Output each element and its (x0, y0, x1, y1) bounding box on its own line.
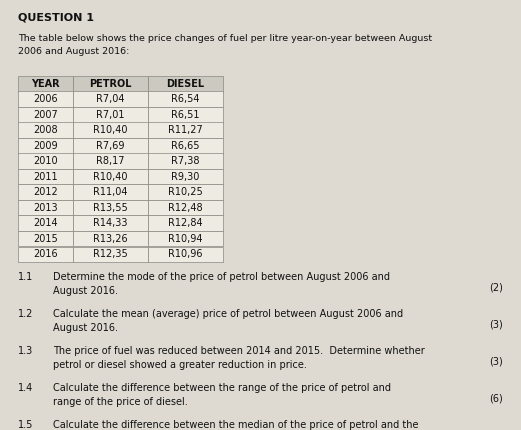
Text: 2008: 2008 (33, 125, 58, 135)
Bar (18, 169, 73, 184)
Text: (6): (6) (489, 393, 503, 403)
Text: 1.1: 1.1 (18, 272, 33, 282)
Text: R10,94: R10,94 (168, 234, 203, 244)
Text: QUESTION 1: QUESTION 1 (18, 13, 94, 23)
Text: R6,51: R6,51 (171, 110, 200, 120)
Text: R9,30: R9,30 (171, 172, 200, 182)
Bar (18, 184, 73, 200)
Text: R12,35: R12,35 (93, 249, 128, 259)
Bar (73, 200, 148, 215)
Bar (18, 231, 73, 246)
Bar (18, 76, 73, 92)
Bar (18, 123, 73, 138)
Text: R13,55: R13,55 (93, 203, 128, 213)
Text: 2010: 2010 (33, 156, 58, 166)
Text: 2013: 2013 (33, 203, 58, 213)
Bar (73, 123, 148, 138)
Text: 2015: 2015 (33, 234, 58, 244)
Text: The price of fuel was reduced between 2014 and 2015.  Determine whether
petrol o: The price of fuel was reduced between 20… (53, 346, 425, 370)
Text: 2014: 2014 (33, 218, 58, 228)
Bar (73, 246, 148, 262)
Text: The table below shows the price changes of fuel per litre year-on-year between A: The table below shows the price changes … (18, 34, 432, 55)
Bar (73, 231, 148, 246)
Text: R10,96: R10,96 (168, 249, 203, 259)
Bar (73, 169, 148, 184)
Text: R10,40: R10,40 (93, 125, 128, 135)
Text: R6,54: R6,54 (171, 94, 200, 104)
Text: Calculate the mean (average) price of petrol between August 2006 and
August 2016: Calculate the mean (average) price of pe… (53, 309, 403, 332)
Text: R6,65: R6,65 (171, 141, 200, 151)
Text: R7,69: R7,69 (96, 141, 125, 151)
Text: R11,04: R11,04 (93, 187, 128, 197)
Bar (73, 107, 148, 123)
Text: 2012: 2012 (33, 187, 58, 197)
Text: R13,26: R13,26 (93, 234, 128, 244)
Text: 2016: 2016 (33, 249, 58, 259)
Bar (18, 92, 73, 107)
Text: PETROL: PETROL (89, 79, 132, 89)
Bar (148, 184, 223, 200)
Text: 1.5: 1.5 (18, 420, 33, 430)
Bar (18, 200, 73, 215)
Text: R10,40: R10,40 (93, 172, 128, 182)
Text: Calculate the difference between the median of the price of petrol and the
media: Calculate the difference between the med… (53, 420, 418, 430)
Text: 2006: 2006 (33, 94, 58, 104)
Text: R12,48: R12,48 (168, 203, 203, 213)
Text: 1.3: 1.3 (18, 346, 33, 356)
Text: 2009: 2009 (33, 141, 58, 151)
Bar (148, 107, 223, 123)
Bar (73, 184, 148, 200)
Bar (18, 246, 73, 262)
Text: 1.2: 1.2 (18, 309, 33, 319)
Bar (148, 231, 223, 246)
Text: R10,25: R10,25 (168, 187, 203, 197)
Text: YEAR: YEAR (31, 79, 60, 89)
Text: R7,38: R7,38 (171, 156, 200, 166)
Text: Determine the mode of the price of petrol between August 2006 and
August 2016.: Determine the mode of the price of petro… (53, 272, 390, 295)
Bar (73, 154, 148, 169)
Bar (18, 154, 73, 169)
Bar (148, 246, 223, 262)
Bar (148, 215, 223, 231)
Bar (148, 200, 223, 215)
Text: R8,17: R8,17 (96, 156, 125, 166)
Bar (18, 107, 73, 123)
Text: R7,01: R7,01 (96, 110, 125, 120)
Text: 2011: 2011 (33, 172, 58, 182)
Text: (2): (2) (489, 283, 503, 292)
Bar (148, 76, 223, 92)
Bar (73, 92, 148, 107)
Text: Calculate the difference between the range of the price of petrol and
range of t: Calculate the difference between the ran… (53, 383, 391, 407)
Text: 2007: 2007 (33, 110, 58, 120)
Bar (148, 123, 223, 138)
Text: R7,04: R7,04 (96, 94, 125, 104)
Text: DIESEL: DIESEL (166, 79, 205, 89)
Text: (3): (3) (489, 356, 503, 366)
Text: R14,33: R14,33 (93, 218, 128, 228)
Bar (148, 138, 223, 154)
Bar (73, 76, 148, 92)
Bar (148, 169, 223, 184)
Bar (18, 215, 73, 231)
Bar (18, 138, 73, 154)
Text: R11,27: R11,27 (168, 125, 203, 135)
Text: R12,84: R12,84 (168, 218, 203, 228)
Text: (3): (3) (489, 319, 503, 329)
Bar (148, 154, 223, 169)
Bar (73, 138, 148, 154)
Bar (73, 215, 148, 231)
Bar (148, 92, 223, 107)
Text: 1.4: 1.4 (18, 383, 33, 393)
